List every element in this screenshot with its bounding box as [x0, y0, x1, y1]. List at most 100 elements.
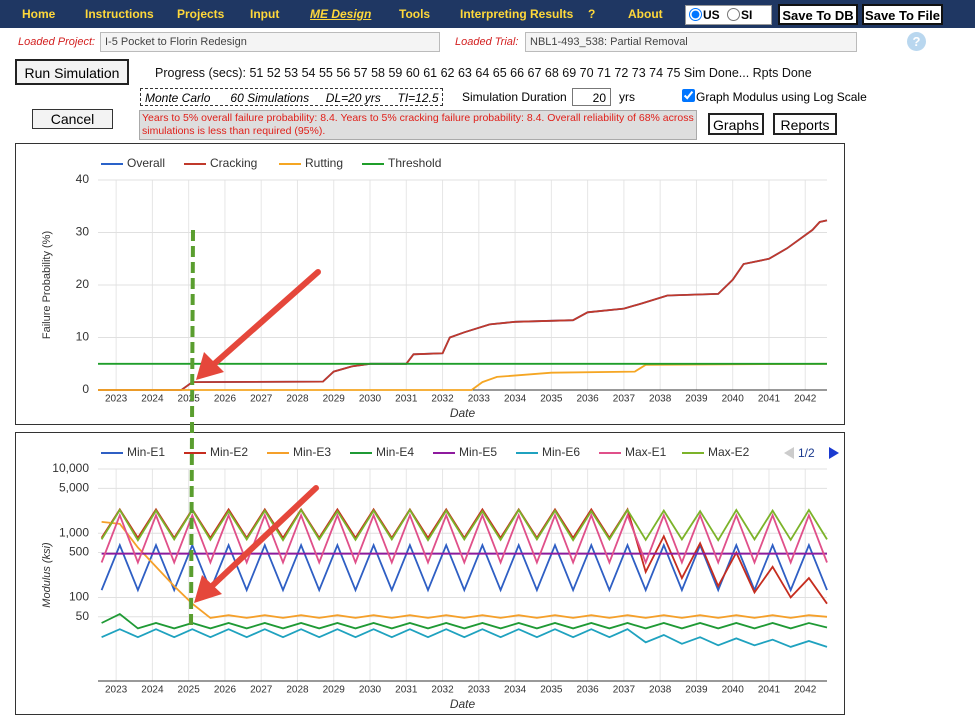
legend-label: Overall	[127, 156, 165, 170]
x-tick-label: 2029	[323, 685, 346, 696]
x-tick-label: 2039	[685, 394, 708, 405]
y-tick-label: 10,000	[52, 461, 89, 475]
y-tick-label: 20	[76, 277, 90, 291]
nav-item[interactable]: Interpreting Results	[460, 7, 574, 21]
nav-item[interactable]: Tools	[399, 7, 431, 21]
x-tick-label: 2034	[504, 685, 527, 696]
mc-text: 60 Simulations	[230, 91, 310, 105]
x-tick-label: 2042	[794, 394, 817, 405]
nav-item[interactable]: Projects	[177, 7, 225, 21]
radio-us[interactable]	[689, 8, 702, 21]
mc-text: Monte Carlo	[145, 91, 211, 105]
save-file-button[interactable]: Save To File	[862, 4, 943, 25]
run-button[interactable]: Run Simulation	[15, 59, 129, 85]
x-tick-label: 2031	[395, 685, 418, 696]
reports-button[interactable]: Reports	[773, 113, 837, 135]
x-tick-label: 2032	[431, 394, 454, 405]
y-tick-label: 10	[76, 330, 90, 344]
project-field[interactable]: I-5 Pocket to Florin Redesign	[100, 32, 440, 52]
x-tick-label: 2027	[250, 685, 273, 696]
radio-label: US	[703, 8, 720, 22]
graphs-button[interactable]: Graphs	[708, 113, 764, 135]
log-checkbox[interactable]	[682, 89, 695, 102]
mc-text: DL=20 yrs	[325, 91, 381, 105]
modulus-chart: 2023 2024 2025 2026 2027 2028 2029 2030 2031 2032…	[15, 432, 845, 715]
plot-area	[98, 469, 827, 681]
x-tick-label: 2036	[577, 394, 600, 405]
x-tick-label: 2037	[613, 394, 636, 405]
x-tick-label: 2028	[286, 685, 309, 696]
nav-item[interactable]: Instructions	[85, 7, 154, 21]
legend-next	[829, 447, 839, 459]
legend-label: Min-E3	[293, 445, 331, 459]
series-line	[98, 219, 828, 391]
radio-si[interactable]	[727, 8, 741, 21]
legend-label: Max-E2	[708, 445, 750, 459]
y-tick-label: 0	[82, 382, 89, 396]
x-tick-label: 2024	[141, 685, 164, 696]
series-line	[101, 521, 828, 619]
nav-item[interactable]: About	[628, 7, 663, 21]
x-tick-label: 2025	[178, 685, 201, 696]
legend-label: Min-E5	[459, 445, 497, 459]
nav-item[interactable]: ME Design	[310, 7, 372, 21]
x-tick-label: 2042	[794, 685, 817, 696]
x-tick-label: 2027	[250, 394, 273, 405]
project-label: Loaded Project:	[18, 36, 96, 48]
y-tick-label: 100	[69, 590, 89, 604]
series-line	[101, 613, 828, 630]
duration-input[interactable]: 20	[572, 88, 611, 106]
nav-item[interactable]: ?	[588, 7, 596, 21]
y-tick-label: 1,000	[59, 525, 89, 539]
legend-label: Cracking	[210, 156, 257, 170]
x-tick-label: 2026	[214, 394, 237, 405]
legend-label: Max-E1	[625, 445, 667, 459]
x-tick-label: 2030	[359, 685, 382, 696]
x-axis-label: Date	[450, 406, 476, 420]
x-axis-label: Date	[450, 697, 476, 711]
x-tick-label: 2033	[468, 685, 491, 696]
x-tick-label: 2025	[178, 394, 201, 405]
x-tick-label: 2023	[105, 685, 128, 696]
y-axis-label: Modulus (ksi)	[41, 542, 53, 608]
legend-page: 1/2	[798, 446, 815, 460]
x-tick-label: 2040	[722, 685, 745, 696]
legend-prev	[784, 447, 794, 459]
result-message: Years to 5% overall failure probability:…	[139, 110, 697, 140]
x-tick-label: 2023	[105, 394, 128, 405]
log-label: Graph Modulus using Log Scale	[696, 90, 867, 104]
legend-label: Min-E4	[376, 445, 414, 459]
trial-label: Loaded Trial:	[455, 36, 519, 48]
cancel-button[interactable]: Cancel	[32, 109, 113, 129]
help-icon[interactable]: ?	[907, 32, 926, 51]
x-tick-label: 2041	[758, 394, 781, 405]
x-tick-label: 2030	[359, 394, 382, 405]
legend-label: Min-E6	[542, 445, 580, 459]
x-tick-label: 2035	[540, 685, 563, 696]
radio-label: SI	[741, 8, 753, 22]
mc-text: TI=12.5	[397, 91, 439, 105]
x-tick-label: 2037	[613, 685, 636, 696]
x-tick-label: 2039	[685, 685, 708, 696]
y-axis-label: Failure Probability (%)	[41, 231, 53, 339]
x-tick-label: 2035	[540, 394, 563, 405]
legend-label: Rutting	[305, 156, 343, 170]
x-tick-label: 2028	[286, 394, 309, 405]
nav-item[interactable]: Input	[250, 7, 280, 21]
x-tick-label: 2033	[468, 394, 491, 405]
legend-label: Min-E1	[127, 445, 165, 459]
x-tick-label: 2026	[214, 685, 237, 696]
duration-unit: yrs	[619, 90, 635, 104]
duration-label: Simulation Duration	[462, 90, 567, 104]
y-tick-label: 30	[76, 225, 90, 239]
x-tick-label: 2036	[577, 685, 600, 696]
y-tick-label: 40	[76, 172, 90, 186]
x-tick-label: 2031	[395, 394, 418, 405]
legend-label: Threshold	[388, 156, 441, 170]
nav-item[interactable]: Home	[22, 7, 56, 21]
x-tick-label: 2034	[504, 394, 527, 405]
trial-field[interactable]: NBL1-493_538: Partial Removal	[525, 32, 857, 52]
save-db-button[interactable]: Save To DB	[778, 4, 858, 25]
x-tick-label: 2041	[758, 685, 781, 696]
